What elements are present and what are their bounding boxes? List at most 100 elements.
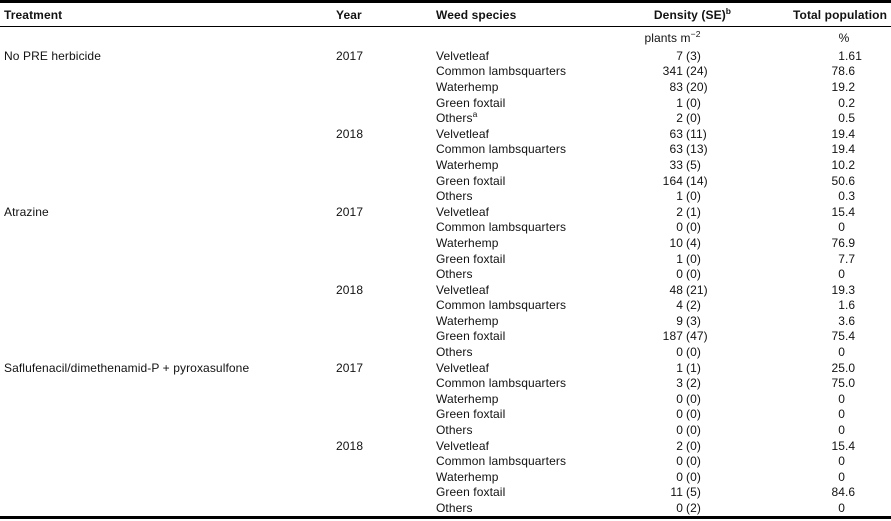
species-cell: Common lambsquarters [432, 299, 610, 311]
species-label: Green foxtail [436, 407, 506, 422]
col-header-density: Density (SE)b [610, 6, 775, 21]
species-label: Common lambsquarters [436, 298, 567, 313]
species-label: Velvetleaf [436, 48, 490, 63]
species-cell: Common lambsquarters [432, 65, 610, 77]
total-int: 1 [838, 298, 845, 313]
total-population-cell: 84.6 [775, 486, 891, 498]
total-int: 25 [831, 360, 845, 375]
density-mean: 0 [676, 391, 683, 406]
species-label: Others [436, 501, 473, 516]
total-population-cell: 19.4 [775, 128, 891, 140]
percent-units-label: % [838, 30, 850, 45]
density-mean: 341 [662, 64, 683, 79]
table-row: Green foxtail 187 (47) 75.4 [0, 329, 891, 345]
species-cell: Waterhemp [432, 471, 610, 483]
density-se: (0) [686, 391, 701, 406]
density-cell: 0 (0) [610, 221, 775, 233]
density-cell: 0 (0) [610, 268, 775, 280]
total-frac: .3 [845, 189, 856, 204]
total-frac: .6 [845, 64, 856, 79]
density-mean: 33 [669, 157, 683, 172]
total-population-cell: 19.2 [775, 81, 891, 93]
density-mean: 4 [676, 298, 683, 313]
total-int: 0 [838, 189, 845, 204]
total-population-cell: 0.5 [775, 112, 891, 124]
total-int: 75 [831, 329, 845, 344]
total-int: 50 [831, 173, 845, 188]
density-cell: 33 (5) [610, 159, 775, 171]
total-population-cell: 0.2 [775, 97, 891, 109]
density-cell: 0 (0) [610, 424, 775, 436]
table-row: 2018 Velvetleaf 2 (0) 15.4 [0, 438, 891, 454]
density-se: (5) [686, 485, 701, 500]
total-int: 0 [838, 345, 845, 360]
total-population-cell: 0 [775, 424, 891, 436]
density-cell: 10 (4) [610, 237, 775, 249]
total-int: 19 [831, 282, 845, 297]
density-mean: 164 [662, 173, 683, 188]
density-se: (0) [686, 438, 701, 453]
total-frac: .7 [845, 251, 856, 266]
density-mean: 2 [676, 204, 683, 219]
species-label: Velvetleaf [436, 282, 490, 297]
species-label: Green foxtail [436, 329, 506, 344]
density-se: (0) [686, 454, 701, 469]
species-label: Velvetleaf [436, 360, 490, 375]
density-se: (0) [686, 469, 701, 484]
total-population-cell: 15.4 [775, 206, 891, 218]
density-cell: 63 (13) [610, 143, 775, 155]
total-frac: .4 [845, 204, 856, 219]
table-row: Green foxtail 1 (0) 7.7 [0, 251, 891, 267]
species-cell: Common lambsquarters [432, 143, 610, 155]
species-label: Velvetleaf [436, 204, 490, 219]
density-mean: 0 [676, 469, 683, 484]
col-header-year: Year [332, 8, 432, 22]
species-cell: Waterhemp [432, 237, 610, 249]
col-header-total-population-label: Total population [792, 7, 887, 22]
total-int: 0 [838, 454, 845, 469]
density-cell: 11 (5) [610, 486, 775, 498]
table-row: Others 0 (0) 0 [0, 266, 891, 282]
species-label: Green foxtail [436, 251, 506, 266]
density-se: (13) [686, 142, 708, 157]
density-cell: 1 (0) [610, 190, 775, 202]
density-mean: 48 [669, 282, 683, 297]
density-cell: 1 (0) [610, 253, 775, 265]
table-row: Atrazine 2017 Velvetleaf 2 (1) 15.4 [0, 204, 891, 220]
species-cell: Green foxtail [432, 408, 610, 420]
density-mean: 0 [676, 501, 683, 516]
species-label: Green foxtail [436, 485, 506, 500]
species-label: Others [436, 345, 473, 360]
total-population-cell: 15.4 [775, 440, 891, 452]
density-se: (0) [686, 345, 701, 360]
species-cell: Velvetleaf [432, 284, 610, 296]
table-row: 2018 Velvetleaf 48 (21) 19.3 [0, 282, 891, 298]
density-se: (11) [686, 126, 707, 141]
species-cell: Green foxtail [432, 253, 610, 265]
table-row: Others 0 (0) 0 [0, 344, 891, 360]
density-se: (0) [686, 423, 701, 438]
total-int: 19 [831, 79, 845, 94]
table-row: Common lambsquarters 4 (2) 1.6 [0, 298, 891, 314]
total-int: 0 [838, 423, 845, 438]
species-label: Waterhemp [436, 157, 499, 172]
density-cell: 0 (0) [610, 455, 775, 467]
density-mean: 0 [676, 267, 683, 282]
species-label: Waterhemp [436, 391, 499, 406]
species-label: Waterhemp [436, 313, 499, 328]
density-units-exponent: −2 [690, 28, 701, 39]
total-population-cell: 50.6 [775, 175, 891, 187]
table-row: Others 1 (0) 0.3 [0, 188, 891, 204]
total-frac: .2 [845, 95, 856, 110]
species-label: Green foxtail [436, 173, 506, 188]
density-se: (1) [686, 360, 701, 375]
table-row: Others 0 (2) 0 [0, 500, 891, 516]
table-row: Waterhemp 33 (5) 10.2 [0, 157, 891, 173]
table-row: Green foxtail 11 (5) 84.6 [0, 485, 891, 501]
density-cell: 0 (0) [610, 346, 775, 358]
total-population-cell: 1.6 [775, 299, 891, 311]
density-se: (24) [686, 64, 708, 79]
species-label: Common lambsquarters [436, 454, 567, 469]
species-label: Others [436, 267, 473, 282]
